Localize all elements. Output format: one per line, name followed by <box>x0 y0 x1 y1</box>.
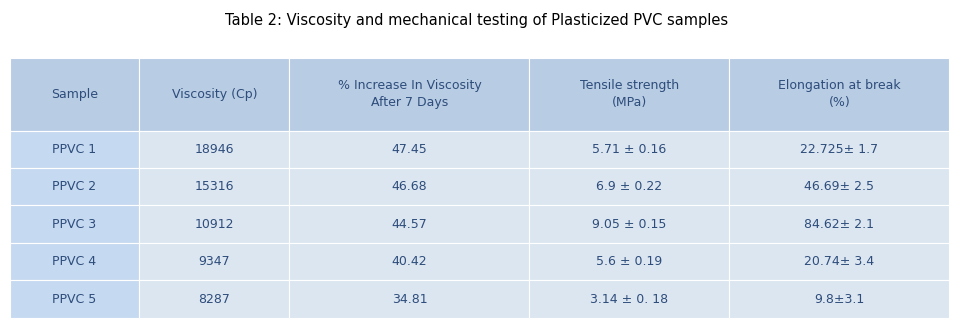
Text: 5.6 ± 0.19: 5.6 ± 0.19 <box>596 255 661 268</box>
Bar <box>728 243 948 280</box>
Bar <box>728 58 948 131</box>
Bar <box>529 205 728 243</box>
Text: 9.05 ± 0.15: 9.05 ± 0.15 <box>592 218 666 231</box>
Bar <box>139 280 289 318</box>
Text: 84.62± 2.1: 84.62± 2.1 <box>803 218 873 231</box>
Bar <box>139 58 289 131</box>
Bar <box>10 243 139 280</box>
Bar <box>139 168 289 205</box>
Bar <box>10 205 139 243</box>
Text: PPVC 2: PPVC 2 <box>52 180 96 193</box>
Bar <box>728 168 948 205</box>
Bar <box>10 131 139 168</box>
Text: 40.42: 40.42 <box>391 255 427 268</box>
Text: Viscosity (Cp): Viscosity (Cp) <box>172 88 257 101</box>
Text: 47.45: 47.45 <box>391 143 427 156</box>
Bar <box>139 205 289 243</box>
Text: % Increase In Viscosity
After 7 Days: % Increase In Viscosity After 7 Days <box>337 79 480 109</box>
Bar <box>10 168 139 205</box>
Text: Table 2: Viscosity and mechanical testing of Plasticized PVC samples: Table 2: Viscosity and mechanical testin… <box>225 13 728 28</box>
Bar <box>529 168 728 205</box>
Text: 34.81: 34.81 <box>391 292 427 306</box>
Text: PPVC 3: PPVC 3 <box>52 218 96 231</box>
Bar <box>728 131 948 168</box>
Text: PPVC 4: PPVC 4 <box>52 255 96 268</box>
Bar <box>139 131 289 168</box>
Bar <box>289 58 529 131</box>
Bar <box>10 280 139 318</box>
Text: 46.68: 46.68 <box>391 180 427 193</box>
Text: 9347: 9347 <box>198 255 230 268</box>
Text: 15316: 15316 <box>194 180 234 193</box>
Text: 10912: 10912 <box>194 218 234 231</box>
Text: Elongation at break
(%): Elongation at break (%) <box>777 79 900 109</box>
Text: PPVC 1: PPVC 1 <box>52 143 96 156</box>
Bar <box>529 131 728 168</box>
Text: 5.71 ± 0.16: 5.71 ± 0.16 <box>592 143 666 156</box>
Text: 3.14 ± 0. 18: 3.14 ± 0. 18 <box>590 292 668 306</box>
Text: 44.57: 44.57 <box>391 218 427 231</box>
Text: PPVC 5: PPVC 5 <box>52 292 96 306</box>
Text: 8287: 8287 <box>198 292 231 306</box>
Bar <box>289 243 529 280</box>
Text: 6.9 ± 0.22: 6.9 ± 0.22 <box>596 180 661 193</box>
Bar <box>529 243 728 280</box>
Text: 9.8±3.1: 9.8±3.1 <box>813 292 863 306</box>
Bar <box>728 280 948 318</box>
Text: 18946: 18946 <box>194 143 234 156</box>
Bar <box>10 58 139 131</box>
Bar <box>289 205 529 243</box>
Bar <box>289 168 529 205</box>
Bar <box>529 58 728 131</box>
Bar <box>289 131 529 168</box>
Bar <box>728 205 948 243</box>
Text: 20.74± 3.4: 20.74± 3.4 <box>803 255 873 268</box>
Text: 22.725± 1.7: 22.725± 1.7 <box>800 143 878 156</box>
Bar <box>289 280 529 318</box>
Bar <box>529 280 728 318</box>
Bar <box>139 243 289 280</box>
Text: Sample: Sample <box>51 88 98 101</box>
Text: 46.69± 2.5: 46.69± 2.5 <box>803 180 873 193</box>
Text: Tensile strength
(MPa): Tensile strength (MPa) <box>579 79 679 109</box>
